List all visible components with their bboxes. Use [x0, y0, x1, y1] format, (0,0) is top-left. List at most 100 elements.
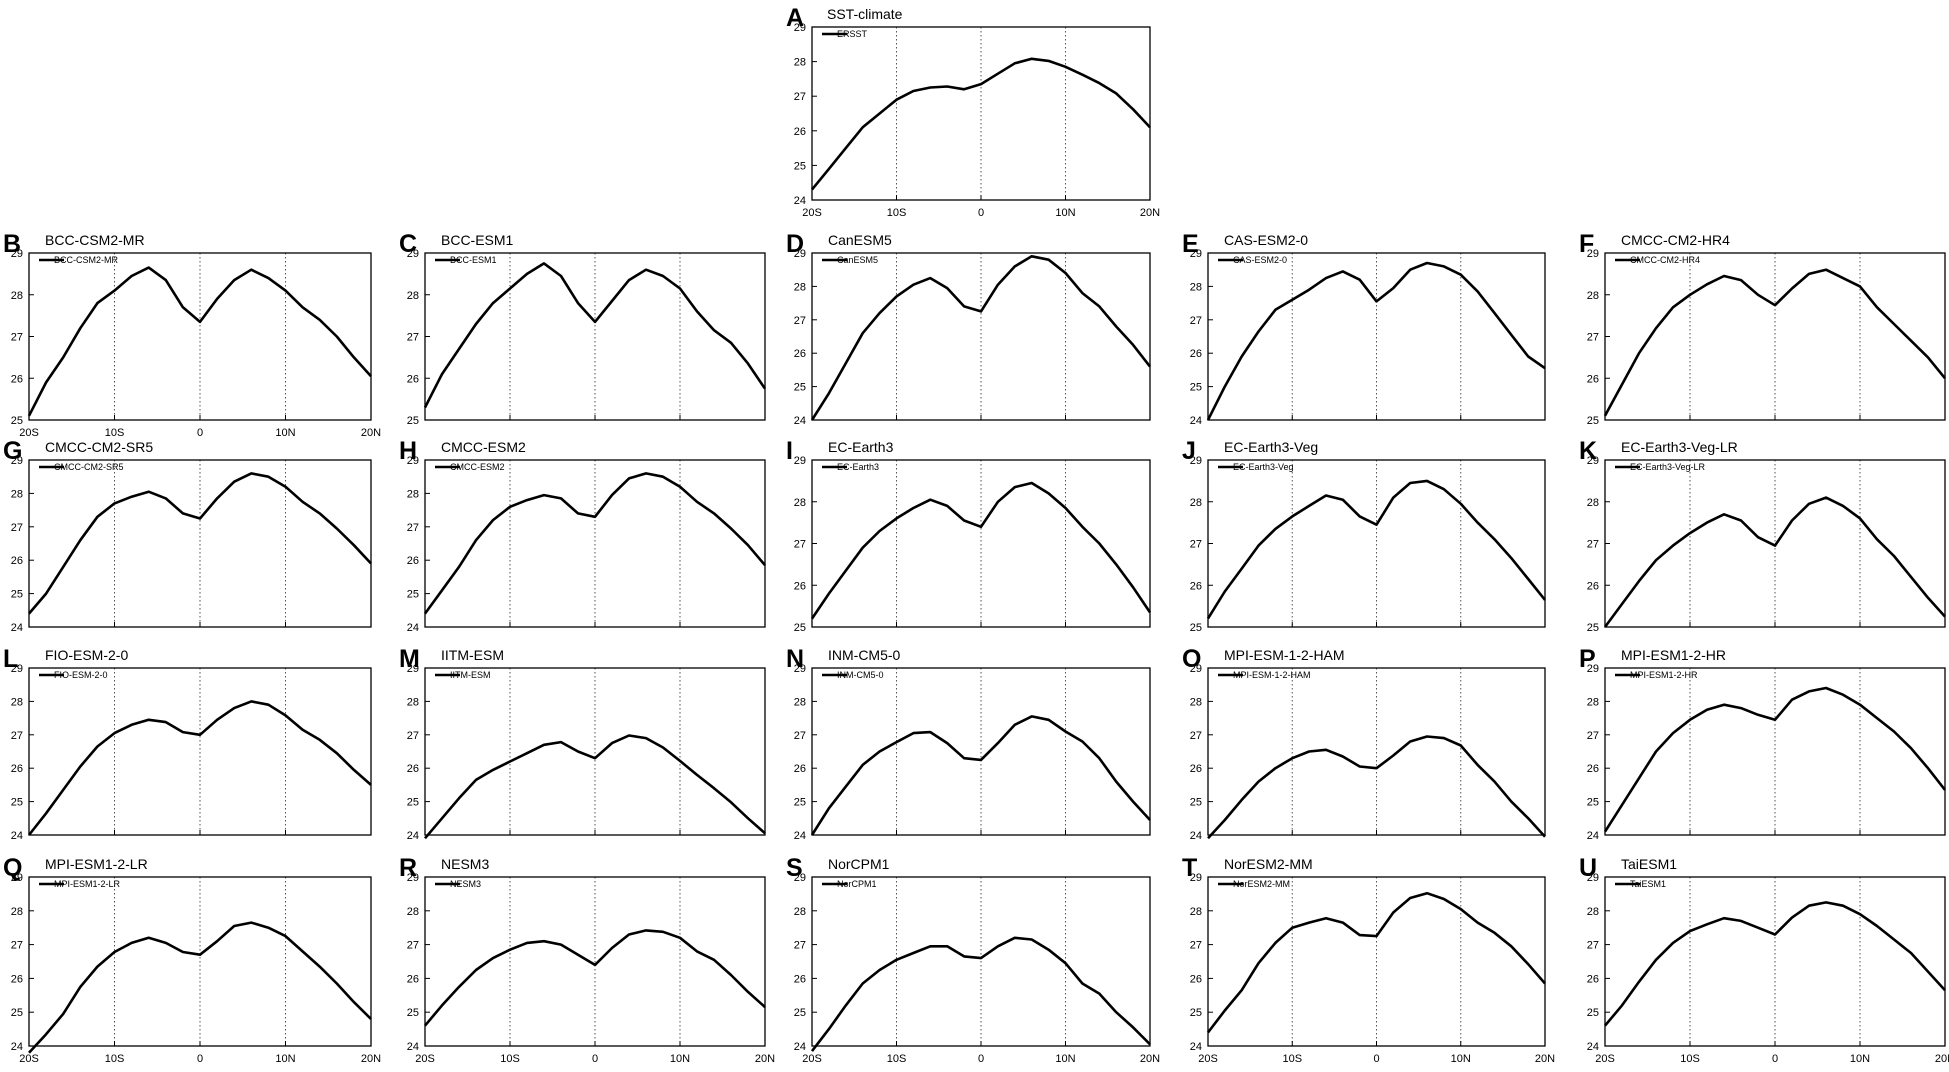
y-tick-label: 28	[794, 906, 806, 918]
panel-letter: F	[1579, 230, 1594, 258]
legend-label: CMCC-CM2-HR4	[1630, 255, 1700, 265]
y-tick-label: 25	[794, 382, 806, 394]
y-tick-label: 24	[11, 1041, 23, 1053]
y-tick-label: 25	[794, 797, 806, 809]
y-tick-label: 24	[1190, 415, 1202, 427]
panel-title: CMCC-CM2-HR4	[1621, 232, 1730, 248]
y-tick-label: 25	[11, 1007, 23, 1019]
series-line	[1206, 479, 1547, 620]
y-tick-label: 25	[1587, 1007, 1599, 1019]
x-tick-label: 10S	[1680, 1053, 1700, 1065]
panel-title: NESM3	[441, 856, 489, 872]
y-tick-label: 29	[11, 872, 23, 884]
panel-letter: K	[1579, 437, 1597, 465]
y-tick-label: 29	[407, 872, 419, 884]
y-tick-label: 26	[1190, 348, 1202, 360]
series-line	[810, 254, 1152, 421]
panel-letter: C	[399, 230, 417, 258]
plot-frame	[424, 876, 766, 1047]
plot-frame	[28, 876, 372, 1047]
y-tick-label: 26	[794, 763, 806, 775]
plot-frame	[1207, 252, 1546, 421]
x-tick-label: 20N	[361, 1053, 381, 1065]
panel-J: J EC-Earth3-Veg 25 26 27 28 29 EC-Earth3-Veg	[1182, 437, 1547, 634]
panel-title: EC-Earth3	[828, 439, 894, 455]
y-tick-label: 29	[794, 248, 806, 260]
panel-letter: U	[1579, 854, 1597, 882]
y-tick-label: 27	[794, 730, 806, 742]
panel-title: SST-climate	[827, 6, 903, 22]
panel-E: E CAS-ESM2-0 24 25 26 27 28 29 CAS-ESM2-0	[1182, 230, 1546, 427]
x-tick-label: 20N	[361, 427, 381, 439]
y-tick-label: 29	[1587, 248, 1599, 260]
y-tick-label: 26	[1587, 373, 1599, 385]
y-tick-label: 28	[1190, 281, 1202, 293]
x-tick-label: 20N	[1535, 1053, 1555, 1065]
y-tick-label: 28	[407, 696, 419, 708]
plot-frame	[1604, 252, 1946, 421]
series-line	[424, 734, 766, 840]
x-tick-label: 10N	[275, 427, 295, 439]
legend-label: EC-Earth3	[837, 462, 879, 472]
y-tick-label: 27	[407, 940, 419, 952]
x-tick-label: 20S	[1198, 1053, 1218, 1065]
y-tick-label: 24	[1587, 830, 1599, 842]
plot-frame	[811, 252, 1151, 421]
y-tick-label: 26	[11, 973, 23, 985]
legend-label: NESM3	[450, 879, 481, 889]
panel-letter: L	[3, 645, 18, 673]
y-tick-label: 27	[407, 332, 419, 344]
y-tick-label: 25	[794, 160, 806, 172]
y-tick-label: 28	[794, 57, 806, 69]
x-tick-label: 0	[1373, 1053, 1379, 1065]
plot-frame	[28, 459, 372, 628]
y-tick-label: 29	[11, 455, 23, 467]
y-tick-label: 26	[407, 973, 419, 985]
x-tick-label: 0	[197, 1053, 203, 1065]
y-tick-label: 26	[794, 580, 806, 592]
y-tick-label: 25	[1190, 797, 1202, 809]
x-tick-label: 20N	[1140, 207, 1160, 219]
y-tick-label: 29	[1190, 872, 1202, 884]
x-tick-label: 10N	[275, 1053, 295, 1065]
panel-title: INM-CM5-0	[828, 647, 901, 663]
x-tick-label: 0	[978, 1053, 984, 1065]
x-tick-label: 10N	[1451, 1053, 1471, 1065]
y-tick-label: 27	[11, 522, 23, 534]
panel-title: CMCC-ESM2	[441, 439, 526, 455]
x-tick-label: 20S	[19, 1053, 39, 1065]
panel-I: I EC-Earth3 25 26 27 28 29 EC-Earth3	[786, 437, 1152, 634]
panel-letter: M	[399, 645, 420, 673]
y-tick-label: 28	[1587, 906, 1599, 918]
x-tick-label: 20S	[802, 207, 822, 219]
y-tick-label: 24	[11, 622, 23, 634]
y-tick-label: 29	[794, 663, 806, 675]
plot-frame	[811, 667, 1151, 836]
y-tick-label: 25	[1190, 622, 1202, 634]
panel-title: CMCC-CM2-SR5	[45, 439, 153, 455]
y-tick-label: 25	[407, 415, 419, 427]
y-tick-label: 29	[794, 22, 806, 34]
y-tick-label: 29	[794, 455, 806, 467]
y-tick-label: 24	[1190, 830, 1202, 842]
legend-label: EC-Earth3-Veg-LR	[1630, 462, 1706, 472]
legend-label: MPI-ESM1-2-LR	[54, 879, 121, 889]
plot-frame	[28, 667, 372, 836]
y-tick-label: 26	[1587, 763, 1599, 775]
x-tick-label: 10N	[670, 1053, 690, 1065]
panel-L: L FIO-ESM-2-0 24 25 26 27 28 29 FIO-ESM-2-0	[3, 645, 372, 842]
y-tick-label: 29	[11, 663, 23, 675]
panel-title: EC-Earth3-Veg	[1224, 439, 1318, 455]
y-tick-label: 25	[407, 797, 419, 809]
series-line	[810, 481, 1152, 620]
y-tick-label: 25	[1190, 1007, 1202, 1019]
y-tick-label: 27	[1190, 539, 1202, 551]
y-tick-label: 25	[11, 797, 23, 809]
panel-letter: T	[1182, 854, 1197, 882]
y-tick-label: 28	[11, 906, 23, 918]
y-tick-label: 28	[11, 696, 23, 708]
y-tick-label: 24	[407, 622, 419, 634]
plot-frame	[424, 252, 766, 421]
y-tick-label: 25	[1190, 382, 1202, 394]
y-tick-label: 27	[11, 332, 23, 344]
